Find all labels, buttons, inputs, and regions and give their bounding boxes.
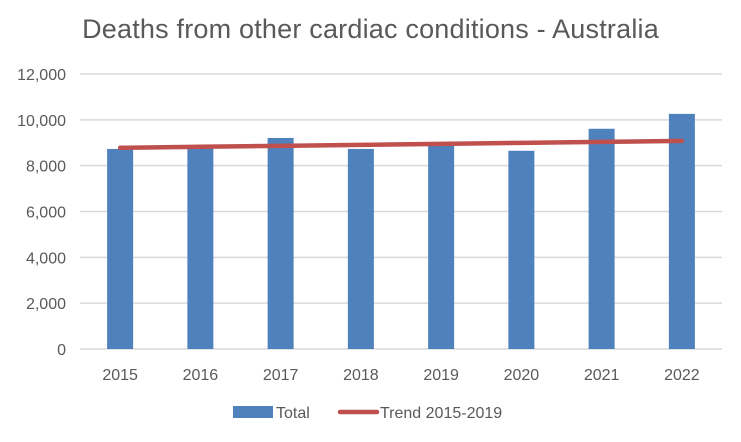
bar	[428, 145, 455, 349]
x-tick-label: 2015	[102, 367, 138, 384]
y-tick-label: 4,000	[26, 250, 66, 267]
bar	[107, 148, 134, 349]
x-axis-ticks: 2015 2016 2017 2018 2019 2020 2021 2022	[102, 367, 699, 384]
line-series-trend	[117, 138, 685, 151]
bar	[187, 146, 214, 349]
y-tick-label: 6,000	[26, 205, 66, 222]
x-tick-label: 2020	[504, 367, 540, 384]
trend-line	[117, 138, 685, 151]
bar	[508, 150, 535, 349]
chart-title: Deaths from other cardiac conditions - A…	[82, 14, 659, 44]
x-tick-label: 2022	[664, 367, 700, 384]
y-tick-label: 12,000	[17, 67, 66, 84]
y-tick-label: 0	[57, 342, 66, 359]
y-tick-label: 8,000	[26, 159, 66, 176]
x-tick-label: 2021	[584, 367, 620, 384]
legend-swatch-total	[233, 406, 273, 418]
x-tick-label: 2018	[343, 367, 379, 384]
gridlines	[80, 73, 722, 350]
bar-series-total	[107, 113, 695, 349]
x-tick-label: 2016	[183, 367, 219, 384]
legend: Total Trend 2015-2019	[233, 405, 502, 422]
legend-label-total: Total	[276, 405, 310, 422]
y-tick-label: 10,000	[17, 113, 66, 130]
x-tick-label: 2017	[263, 367, 299, 384]
bar	[588, 128, 615, 349]
bar	[267, 137, 294, 349]
bar	[347, 148, 374, 349]
legend-label-trend: Trend 2015-2019	[380, 405, 502, 422]
x-tick-label: 2019	[423, 367, 459, 384]
y-axis-ticks: 0 2,000 4,000 6,000 8,000 10,000 12,000	[17, 67, 66, 359]
y-tick-label: 2,000	[26, 296, 66, 313]
bar	[668, 113, 695, 349]
